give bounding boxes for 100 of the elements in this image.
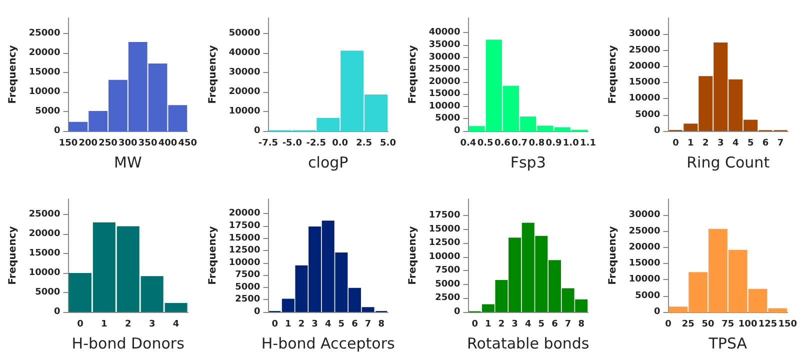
y-tick-label: 0 bbox=[654, 126, 660, 136]
y-tick-label: 5000 bbox=[235, 282, 260, 292]
y-tick-label: 20000 bbox=[628, 61, 660, 72]
y-tick-label: 10000 bbox=[428, 101, 460, 112]
y-tick-label: 0 bbox=[454, 126, 460, 136]
x-axis-title: Rotatable bonds bbox=[466, 334, 590, 352]
x-tick-label: 6 bbox=[762, 138, 769, 148]
x-tick-label: 200 bbox=[78, 138, 98, 148]
y-tick-label: 10000 bbox=[628, 274, 660, 285]
y-tick-label: 0 bbox=[254, 126, 260, 136]
x-tick-label: 2 bbox=[498, 320, 505, 330]
x-tick-label: 7 bbox=[564, 320, 572, 330]
y-tick-label: 30000 bbox=[228, 68, 260, 78]
y-tick-label: 10000 bbox=[228, 258, 260, 268]
x-tick-label: 4 bbox=[172, 320, 180, 330]
y-tick-label: 5000 bbox=[435, 279, 460, 290]
y-tick-label: 7500 bbox=[235, 270, 260, 280]
x-tick-label: 150 bbox=[778, 320, 798, 330]
y-tick-label: 7500 bbox=[435, 266, 460, 276]
x-tick-label: 3 bbox=[512, 320, 518, 330]
y-axis-title: Frequency bbox=[608, 226, 618, 285]
x-tick-label: 5.0 bbox=[380, 138, 396, 148]
y-tick-label: 25000 bbox=[628, 226, 660, 236]
x-tick-label: 5 bbox=[538, 320, 545, 330]
x-tick-label: 7 bbox=[364, 320, 372, 330]
x-tick-label: 3 bbox=[717, 138, 724, 148]
x-tick-label: 6 bbox=[352, 320, 358, 330]
x-tick-label: 350 bbox=[138, 138, 158, 148]
y-tick-label: 15000 bbox=[28, 68, 60, 78]
x-tick-label: 0.6 bbox=[494, 138, 510, 148]
x-tick-label: 100 bbox=[738, 320, 758, 330]
x-tick-label: 2.5 bbox=[356, 138, 372, 148]
y-tick-label: 2500 bbox=[235, 294, 260, 305]
x-tick-label: 75 bbox=[722, 320, 734, 330]
y-tick-label: 5000 bbox=[635, 110, 660, 120]
y-tick-label: 20000 bbox=[28, 48, 60, 58]
x-tick-label: 3 bbox=[312, 320, 318, 330]
y-tick-label: 0 bbox=[254, 307, 260, 317]
y-tick-label: 12500 bbox=[228, 246, 260, 256]
y-tick-label: 35000 bbox=[428, 40, 460, 50]
x-tick-label: 400 bbox=[158, 138, 178, 148]
y-tick-label: 20000 bbox=[428, 76, 460, 87]
y-tick-label: 40000 bbox=[428, 28, 460, 38]
y-axis-title: Frequency bbox=[208, 44, 218, 104]
y-tick-label: 50000 bbox=[228, 28, 260, 39]
y-tick-label: 40000 bbox=[228, 48, 260, 58]
x-axis-title: H-bond Donors bbox=[72, 334, 185, 352]
x-tick-label: 250 bbox=[98, 138, 118, 148]
x-tick-label: 1 bbox=[101, 320, 108, 330]
x-tick-label: 2 bbox=[124, 320, 132, 330]
y-tick-label: 15000 bbox=[228, 233, 260, 244]
y-tick-label: 12500 bbox=[428, 238, 460, 248]
x-tick-label: 1.1 bbox=[580, 138, 596, 148]
x-tick-label: 300 bbox=[118, 138, 138, 148]
x-tick-label: -5.0 bbox=[282, 138, 302, 148]
x-tick-label: 4 bbox=[732, 138, 739, 148]
y-tick-label: 20000 bbox=[228, 87, 260, 98]
y-tick-label: 25000 bbox=[428, 64, 460, 75]
x-tick-label: 4 bbox=[324, 320, 332, 330]
y-tick-label: 15000 bbox=[428, 224, 460, 234]
x-tick-label: 8 bbox=[378, 320, 384, 330]
y-tick-label: 10000 bbox=[628, 94, 660, 104]
y-tick-label: 25000 bbox=[628, 45, 660, 56]
y-tick-label: 17500 bbox=[428, 210, 460, 221]
x-tick-label: 125 bbox=[758, 320, 778, 330]
y-tick-label: 5000 bbox=[35, 288, 60, 298]
x-tick-label: 0.5 bbox=[477, 138, 494, 148]
x-tick-label: -2.5 bbox=[306, 138, 326, 148]
y-tick-label: 2500 bbox=[435, 293, 460, 304]
x-tick-label: 1.0 bbox=[562, 138, 579, 148]
y-tick-label: 20000 bbox=[28, 229, 60, 240]
y-tick-label: 0 bbox=[54, 126, 60, 136]
x-axis-title: MW bbox=[114, 154, 142, 172]
x-tick-label: 1 bbox=[688, 138, 694, 148]
y-tick-label: 15000 bbox=[628, 78, 660, 88]
y-axis-title: Frequency bbox=[408, 226, 418, 285]
x-tick-label: 0 bbox=[272, 320, 278, 330]
y-tick-label: 20000 bbox=[628, 242, 660, 252]
y-tick-label: 5000 bbox=[635, 290, 660, 301]
y-tick-label: 10000 bbox=[28, 87, 60, 98]
y-tick-label: 0 bbox=[654, 307, 660, 317]
y-tick-label: 17500 bbox=[228, 221, 260, 232]
y-axis-title: Frequency bbox=[8, 44, 18, 104]
x-tick-label: 0.7 bbox=[512, 138, 528, 148]
x-tick-label: 5 bbox=[747, 138, 754, 148]
x-tick-label: 0 bbox=[672, 138, 679, 148]
y-axis-title: Frequency bbox=[408, 44, 418, 104]
x-tick-label: 450 bbox=[178, 138, 198, 148]
x-tick-label: 0.0 bbox=[332, 138, 348, 148]
y-tick-label: 0 bbox=[454, 307, 460, 317]
x-tick-label: 150 bbox=[58, 138, 78, 148]
y-tick-label: 20000 bbox=[228, 208, 260, 219]
x-tick-label: 0 bbox=[77, 320, 84, 330]
x-tick-label: 8 bbox=[578, 320, 584, 330]
y-tick-label: 15000 bbox=[628, 258, 660, 269]
y-tick-label: 30000 bbox=[628, 29, 660, 40]
y-tick-label: 5000 bbox=[435, 114, 460, 124]
x-tick-label: 2 bbox=[298, 320, 305, 330]
y-tick-label: 10000 bbox=[428, 252, 460, 262]
x-tick-label: 7 bbox=[777, 138, 784, 148]
